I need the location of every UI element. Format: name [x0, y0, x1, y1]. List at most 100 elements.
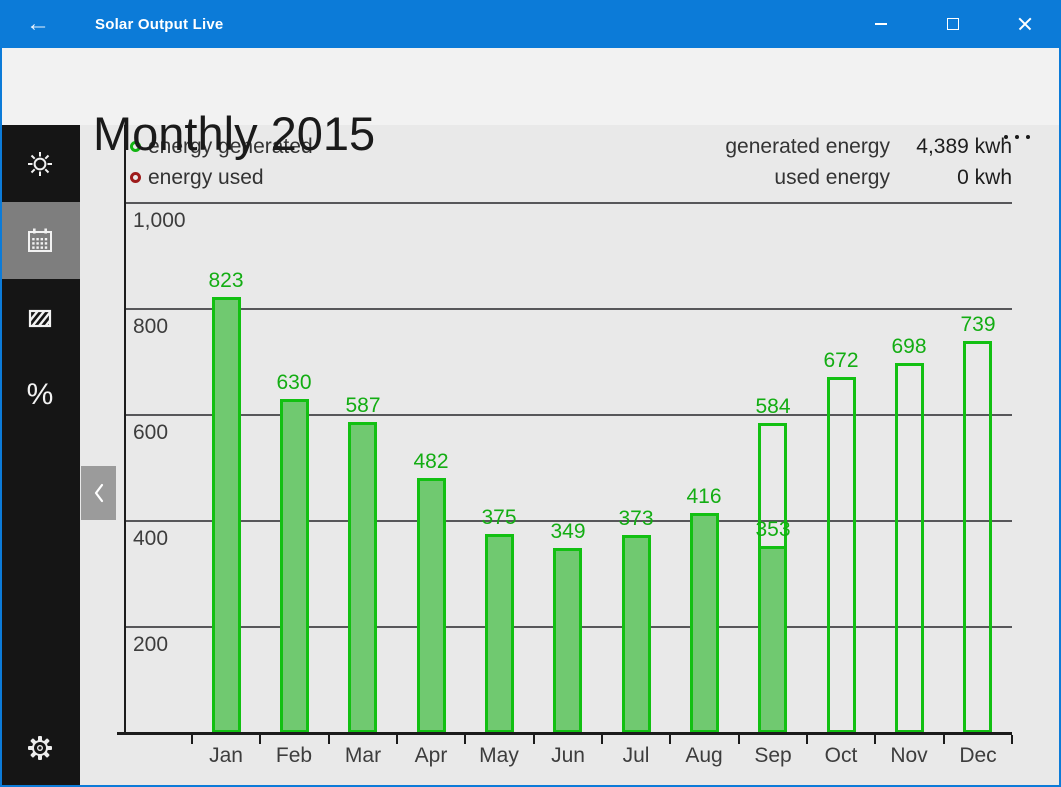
- minimize-icon: [875, 23, 887, 25]
- summary-row-generated: generated energy 4,389 kwh: [725, 131, 1012, 162]
- bar-value-label-may: 375: [481, 506, 517, 529]
- bar-value-label-jul: 373: [618, 507, 654, 530]
- x-axis-tick: [464, 735, 466, 744]
- legend-item-generated: energy generated: [130, 131, 313, 162]
- sidebar-item-monthly-calendar[interactable]: [0, 202, 80, 279]
- bar-filled-apr: [417, 478, 446, 733]
- x-axis-label-may: May: [479, 744, 519, 767]
- energy-summary: generated energy 4,389 kwh used energy 0…: [725, 131, 1012, 193]
- used-series-ring-icon: [130, 172, 141, 183]
- summary-row-used: used energy 0 kwh: [725, 162, 1012, 193]
- maximize-icon: [947, 18, 959, 30]
- x-axis-tick: [1011, 735, 1013, 744]
- x-axis-tick: [943, 735, 945, 744]
- bar-filled-sep: [758, 546, 787, 733]
- pane-collapse-handle[interactable]: [81, 466, 116, 520]
- x-axis-label-jun: Jun: [551, 744, 585, 767]
- close-icon: [1017, 16, 1033, 32]
- x-axis-label-dec: Dec: [959, 744, 997, 767]
- gridline-1000: [125, 202, 1012, 204]
- bar-value-label-sep: 584: [755, 395, 791, 418]
- x-axis-tick: [601, 735, 603, 744]
- y-axis-tick-label: 800: [133, 315, 169, 338]
- diagonal-stripes-icon: [28, 309, 52, 327]
- bar-value-label-mar: 587: [345, 394, 381, 417]
- y-axis-tick-label: 200: [133, 633, 169, 656]
- x-axis-tick: [874, 735, 876, 744]
- x-axis-tick: [533, 735, 535, 744]
- bar-value-label-nov: 698: [891, 335, 927, 358]
- x-axis-line: [117, 732, 1012, 735]
- x-axis-label-aug: Aug: [685, 744, 723, 767]
- app-header: Monthly 2015: [0, 48, 1061, 160]
- x-axis-tick: [669, 735, 671, 744]
- back-button[interactable]: ←: [12, 0, 64, 48]
- window-title: Solar Output Live: [95, 15, 224, 33]
- bar-outline-oct: [827, 377, 856, 733]
- bar-value-label-sep: 353: [755, 518, 791, 541]
- window-border: [1059, 0, 1061, 787]
- window-border: [0, 785, 1061, 787]
- x-axis-label-jan: Jan: [209, 744, 243, 767]
- gridline-600: [125, 414, 1012, 416]
- sidebar-item-percentage[interactable]: %: [0, 356, 80, 433]
- bar-value-label-apr: 482: [413, 450, 449, 473]
- sidebar-item-tariff[interactable]: [0, 279, 80, 356]
- x-axis-label-feb: Feb: [275, 744, 313, 767]
- generated-series-ring-icon: [130, 141, 141, 152]
- back-arrow-icon: ←: [26, 10, 50, 37]
- summary-value: 4,389 kwh: [916, 134, 1012, 158]
- percent-icon: %: [26, 377, 54, 411]
- close-button[interactable]: [989, 0, 1061, 48]
- bar-filled-jul: [622, 535, 651, 733]
- minimize-button[interactable]: [845, 0, 917, 48]
- bar-filled-jun: [553, 548, 582, 733]
- settings-button[interactable]: [0, 711, 80, 785]
- summary-label: used energy: [774, 165, 890, 189]
- legend-item-used: energy used: [130, 162, 313, 193]
- bar-value-label-jan: 823: [208, 269, 244, 292]
- sun-icon: [28, 151, 52, 176]
- bar-value-label-jun: 349: [550, 520, 586, 543]
- gridline-400: [125, 520, 1012, 522]
- chevron-left-icon: [94, 483, 103, 503]
- y-axis-line: [124, 125, 126, 735]
- bar-value-label-oct: 672: [823, 349, 859, 372]
- maximize-button[interactable]: [917, 0, 989, 48]
- x-axis-label-jul: Jul: [622, 744, 650, 767]
- x-axis-tick: [191, 735, 193, 744]
- window-controls: [845, 0, 1061, 48]
- calendar-icon: [28, 228, 52, 252]
- x-axis-tick: [396, 735, 398, 744]
- y-axis-tick-label: 600: [133, 421, 169, 444]
- gear-icon: [28, 736, 52, 760]
- sidebar-item-brightness[interactable]: [0, 125, 80, 202]
- bar-filled-aug: [690, 513, 719, 733]
- ellipsis-icon: [1004, 135, 1008, 139]
- bar-outline-dec: [963, 341, 992, 733]
- y-axis-tick-label: 400: [133, 527, 169, 550]
- nav-sidebar: %: [0, 125, 80, 787]
- x-axis-label-nov: Nov: [890, 744, 928, 767]
- x-axis-label-sep: Sep: [754, 744, 792, 767]
- summary-value: 0 kwh: [957, 165, 1012, 189]
- bar-value-label-feb: 630: [276, 371, 312, 394]
- x-axis-tick: [328, 735, 330, 744]
- page-title: Monthly 2015: [93, 107, 376, 160]
- gridline-800: [125, 308, 1012, 310]
- x-axis-tick: [806, 735, 808, 744]
- x-axis-label-apr: Apr: [414, 744, 448, 767]
- title-bar: ← Solar Output Live: [0, 0, 1061, 48]
- bar-filled-may: [485, 534, 514, 733]
- legend-label: energy used: [148, 165, 264, 189]
- more-options-button[interactable]: [991, 122, 1043, 152]
- x-axis-tick: [259, 735, 261, 744]
- bar-filled-jan: [212, 297, 241, 733]
- summary-label: generated energy: [725, 134, 890, 158]
- y-axis-tick-label: 1,000: [133, 209, 186, 232]
- x-axis-label-oct: Oct: [824, 744, 858, 767]
- chart-legend: energy generated energy used: [130, 131, 313, 193]
- bar-value-label-dec: 739: [960, 313, 996, 336]
